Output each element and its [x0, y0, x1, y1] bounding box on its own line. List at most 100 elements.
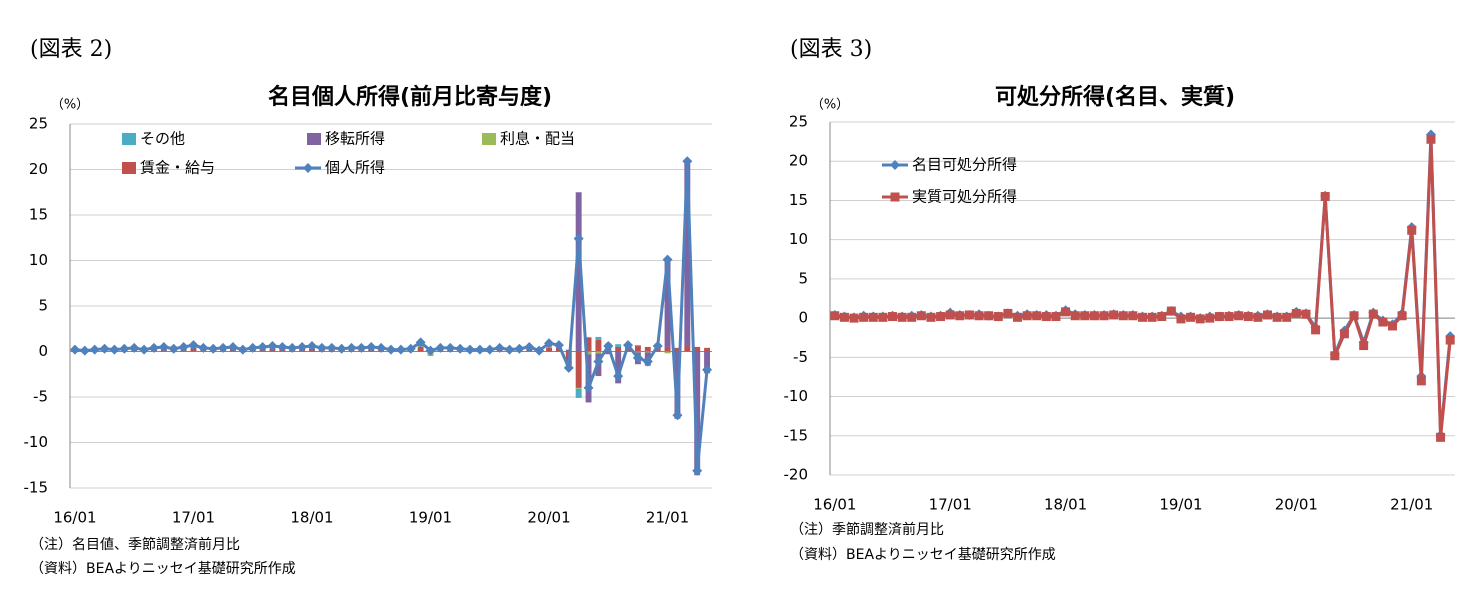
bar — [546, 347, 552, 352]
marker — [603, 341, 614, 352]
y-tick-label: -15 — [784, 426, 809, 444]
marker — [593, 356, 604, 367]
marker — [682, 156, 693, 167]
marker — [504, 344, 515, 355]
marker — [652, 341, 663, 352]
marker — [188, 340, 199, 351]
marker — [99, 343, 110, 354]
marker — [168, 343, 179, 354]
bar — [575, 192, 582, 352]
marker — [890, 192, 900, 202]
y-tick-label: -10 — [24, 433, 49, 451]
x-tick-label: 19/01 — [409, 509, 452, 527]
y-tick-label: 15 — [29, 206, 48, 224]
marker — [89, 344, 100, 355]
x-tick-label: 17/01 — [172, 509, 215, 527]
x-tick-label: 20/01 — [1275, 496, 1318, 514]
y-tick-label: 5 — [798, 269, 808, 287]
marker — [1436, 432, 1446, 442]
y-tick-label: 20 — [789, 152, 808, 170]
marker — [888, 312, 897, 322]
bar — [694, 351, 701, 476]
marker — [1041, 312, 1051, 322]
bar — [664, 257, 671, 347]
marker — [1089, 311, 1099, 321]
marker — [247, 342, 258, 353]
marker — [984, 311, 994, 321]
marker — [1128, 311, 1138, 321]
marker — [839, 312, 849, 322]
marker — [916, 311, 926, 321]
marker — [632, 352, 643, 363]
legend-label: 個人所得 — [325, 159, 385, 177]
marker — [702, 364, 713, 375]
y-tick-label: 25 — [29, 115, 48, 133]
bar — [595, 336, 602, 340]
legend-item: その他 — [122, 130, 185, 148]
marker — [79, 345, 90, 356]
marker — [1388, 321, 1397, 331]
marker — [1301, 309, 1311, 319]
marker — [1234, 311, 1244, 321]
y-tick-label: 15 — [789, 191, 808, 209]
bar — [615, 346, 622, 352]
bar — [575, 351, 582, 388]
marker — [534, 345, 545, 356]
legend-item: 賃金・給与 — [122, 159, 215, 177]
line — [834, 139, 1452, 438]
legend-swatch — [122, 133, 136, 145]
bar — [615, 344, 622, 347]
y-tick-label: -5 — [793, 348, 808, 366]
y-tick-label: 0 — [38, 342, 48, 360]
chart: (図表 3) 可処分所得(名目、実質) （%） （注）季節調整済前月比 （資料）BEAよ… — [784, 37, 1456, 563]
note: （注）季節調整済前月比 — [790, 521, 944, 538]
bar — [694, 346, 701, 352]
legend-swatch — [482, 133, 496, 145]
marker — [936, 312, 946, 322]
marker — [1195, 314, 1205, 324]
marker — [830, 311, 840, 321]
bar — [634, 346, 641, 352]
bar — [704, 347, 711, 352]
marker — [109, 344, 120, 355]
y-tick-label: 0 — [798, 309, 808, 327]
marker — [1359, 341, 1369, 351]
bar — [595, 339, 602, 352]
marker — [326, 342, 337, 353]
bar — [684, 346, 691, 352]
marker — [1166, 306, 1176, 316]
legend-item: 名目可処分所得 — [882, 156, 1017, 174]
marker — [1330, 351, 1340, 361]
marker — [1157, 312, 1167, 322]
legend-swatch — [122, 162, 136, 174]
marker — [1099, 311, 1109, 321]
marker — [897, 312, 907, 322]
marker — [303, 163, 313, 173]
marker — [376, 342, 387, 353]
marker — [148, 342, 159, 353]
marker — [672, 410, 683, 421]
x-tick-label: 19/01 — [1159, 496, 1202, 514]
x-tick-label: 21/01 — [1390, 496, 1433, 514]
note: （注）名目値、季節調整済前月比 — [30, 536, 240, 553]
marker — [316, 342, 327, 353]
marker — [1070, 311, 1080, 321]
note: （資料）BEAよりニッセイ基礎研究所作成 — [790, 546, 1056, 563]
marker — [405, 343, 416, 354]
marker — [573, 233, 584, 244]
marker — [974, 311, 984, 321]
marker — [484, 344, 495, 355]
marker — [849, 313, 859, 323]
marker — [297, 341, 308, 352]
marker — [926, 312, 936, 322]
marker — [158, 341, 169, 352]
bar — [684, 161, 691, 347]
marker — [1032, 311, 1042, 321]
bar — [585, 351, 592, 355]
marker — [1022, 311, 1032, 321]
marker — [425, 345, 436, 356]
marker — [859, 312, 869, 322]
legend-item: 実質可処分所得 — [882, 188, 1017, 206]
bar — [585, 336, 592, 338]
